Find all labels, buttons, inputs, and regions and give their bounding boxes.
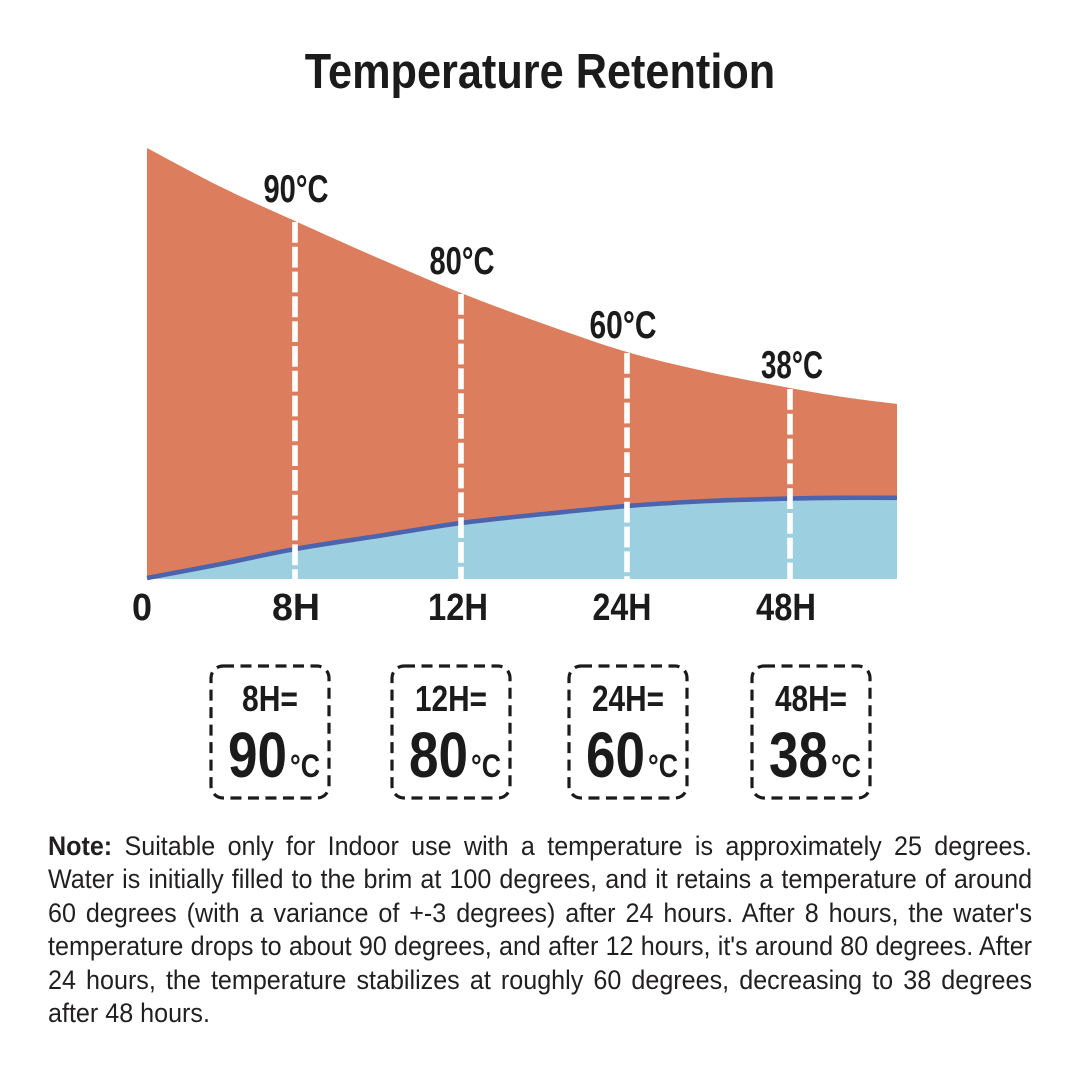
svg-text:12H=: 12H= <box>415 678 487 719</box>
svg-text:48H=: 48H= <box>775 678 847 719</box>
svg-text:90°C: 90°C <box>264 168 329 211</box>
svg-text:24H=: 24H= <box>592 678 664 719</box>
svg-text:12H: 12H <box>428 587 488 629</box>
svg-text:°C: °C <box>648 748 678 784</box>
svg-text:8H: 8H <box>272 587 320 629</box>
svg-text:80: 80 <box>409 719 468 791</box>
svg-text:48H: 48H <box>756 587 816 629</box>
svg-text:°C: °C <box>290 748 320 784</box>
svg-text:60: 60 <box>586 719 645 791</box>
svg-text:60°C: 60°C <box>590 304 657 347</box>
svg-text:8H=: 8H= <box>242 678 298 719</box>
svg-text:°C: °C <box>831 748 861 784</box>
svg-text:°C: °C <box>471 748 501 784</box>
svg-text:24H: 24H <box>593 587 652 629</box>
svg-text:38: 38 <box>769 719 828 791</box>
svg-text:0: 0 <box>132 587 152 629</box>
svg-text:90: 90 <box>228 719 287 791</box>
svg-text:38°C: 38°C <box>761 344 823 387</box>
svg-text:80°C: 80°C <box>430 240 495 283</box>
